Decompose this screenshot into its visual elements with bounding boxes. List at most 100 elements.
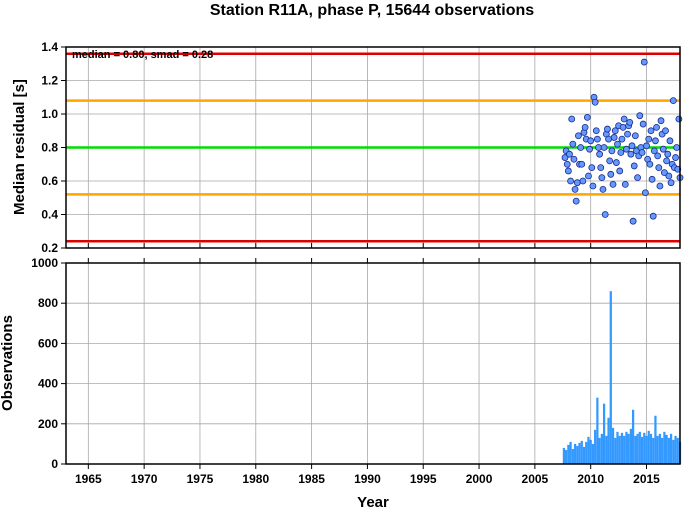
observation-bar (611, 427, 615, 464)
data-point (578, 160, 586, 168)
observation-bar (598, 437, 601, 464)
y-tick-label: 0.2 (41, 241, 58, 255)
data-point (629, 217, 637, 225)
data-point (653, 124, 660, 131)
data-point (611, 127, 619, 135)
x-ticks: 1965 1970 1975 1980 1985 1990 1995 2000 2005 2010… (75, 258, 660, 486)
data-point (666, 137, 674, 145)
observation-bar (616, 431, 619, 464)
y-tick-label: 400 (38, 377, 58, 391)
observation-bar (587, 436, 590, 464)
observation-bar (578, 442, 581, 464)
data-point (664, 150, 672, 158)
data-point (649, 212, 657, 220)
observation-bar (658, 433, 662, 464)
data-point (652, 137, 659, 145)
x-tick-label: 1995 (410, 472, 437, 486)
x-tick-label: 2015 (633, 472, 660, 486)
data-point (638, 149, 646, 156)
data-point (641, 189, 649, 197)
bottom-grid (66, 262, 680, 465)
y-tick-label: 1.4 (41, 40, 58, 54)
y-tick-label: 800 (38, 296, 58, 310)
data-point (636, 112, 644, 120)
data-point (617, 149, 625, 156)
data-point (669, 97, 677, 104)
data-point (564, 167, 572, 175)
x-tick-label: 1980 (242, 472, 269, 486)
observation-bar (625, 431, 628, 464)
data-point (579, 177, 587, 185)
data-point (605, 135, 612, 143)
data-point (595, 144, 602, 151)
data-point (571, 185, 579, 193)
observation-bar (580, 440, 583, 464)
data-point (593, 135, 601, 143)
observation-bar (654, 415, 657, 464)
data-point (563, 160, 571, 168)
data-point (640, 58, 648, 66)
scatter-points (561, 58, 684, 225)
data-point (655, 164, 663, 172)
data-point (600, 144, 608, 151)
y-tick-label: 0.8 (41, 141, 58, 155)
data-point (621, 180, 629, 188)
x-tick-label: 1965 (75, 472, 102, 486)
data-point (646, 160, 654, 168)
observation-bar (602, 403, 606, 464)
bottom-plot-frame (65, 262, 681, 465)
x-tick-label: 1970 (131, 472, 158, 486)
observation-bar (640, 436, 644, 464)
observation-bar (652, 437, 655, 464)
observation-bar (607, 417, 610, 464)
x-axis-label: Year (357, 494, 389, 511)
top-y-ticks: 0.2 0.4 0.6 0.8 1.0 1.2 1.4 (41, 40, 648, 255)
observation-bar (567, 444, 570, 464)
data-point (569, 140, 577, 148)
observation-bar (614, 437, 617, 464)
observation-bar (623, 435, 626, 464)
data-point (663, 157, 671, 165)
top-y-axis-label: Median residual [s] (11, 79, 28, 215)
data-point (643, 142, 650, 150)
data-point (672, 154, 679, 161)
data-point (604, 125, 611, 133)
data-point (606, 157, 614, 165)
data-point (657, 117, 665, 125)
observation-bar (636, 433, 639, 464)
x-tick-label: 1975 (187, 472, 214, 486)
data-point (598, 174, 606, 182)
data-point (567, 177, 574, 185)
observation-bar (665, 434, 668, 464)
data-point (586, 145, 593, 153)
data-point (587, 137, 595, 145)
data-point (614, 140, 621, 148)
x-tick-label: 2005 (522, 472, 549, 486)
data-point (648, 175, 656, 183)
observation-bar (573, 443, 577, 464)
observation-bar (627, 433, 630, 464)
y-tick-label: 1.0 (41, 107, 58, 121)
observation-bar (645, 435, 648, 464)
observation-bar (565, 449, 568, 464)
data-point (650, 147, 658, 155)
data-point (609, 180, 617, 188)
chart-title: Station R11A, phase P, 15644 observation… (210, 2, 534, 19)
observation-bar (656, 435, 659, 464)
bottom-y-axis-label: Observations (0, 315, 16, 411)
data-point (575, 132, 582, 140)
data-point (631, 132, 639, 140)
observation-bar (643, 432, 646, 464)
data-point (573, 179, 581, 187)
observation-bar (571, 448, 574, 464)
y-tick-label: 0.4 (41, 208, 58, 222)
y-tick-label: 0 (51, 457, 58, 471)
y-tick-label: 1000 (31, 256, 58, 270)
data-point (619, 124, 627, 131)
stats-annotation: median = 0.80, smad = 0.28 (72, 49, 213, 61)
data-point (665, 172, 673, 180)
data-point (623, 145, 630, 153)
data-point (659, 145, 667, 153)
data-point (626, 118, 634, 126)
observation-bar (576, 445, 579, 464)
